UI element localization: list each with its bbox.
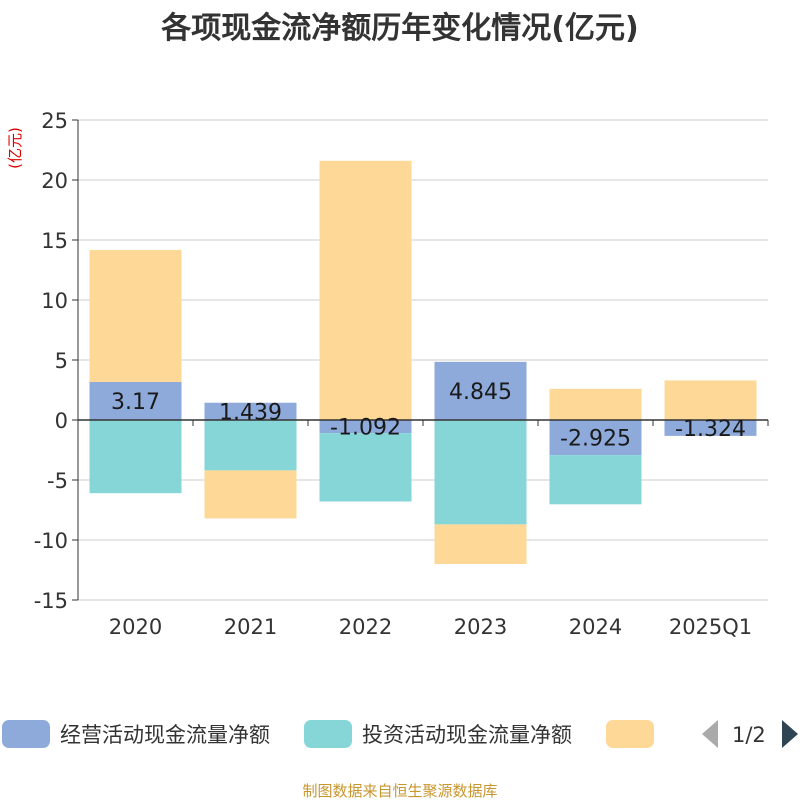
x-tick-label-2024: 2024 [569, 615, 622, 639]
chart-title: 各项现金流净额历年变化情况(亿元) [160, 11, 638, 46]
y-tick-label: 15 [41, 229, 68, 253]
y-tick-label: -15 [34, 589, 68, 613]
y-tick-label: 20 [41, 169, 68, 193]
y-tick-label: 25 [41, 109, 68, 133]
source-note: 制图数据来自恒生聚源数据库 [302, 782, 497, 800]
bar-2022-series-1 [319, 433, 412, 502]
bar-2024-series-1 [549, 455, 642, 505]
bar-2020-series-0 [89, 381, 182, 420]
bar-2024-series-0 [549, 420, 642, 456]
bar-2021-series-1 [204, 420, 297, 471]
y-tick-label: 5 [55, 349, 68, 373]
x-tick-label-2021: 2021 [224, 615, 277, 639]
data-label-2022: -1.092 [330, 416, 401, 441]
bar-2020-series-2 [89, 249, 182, 382]
bar-2021-series-0 [204, 402, 297, 420]
legend-swatch-0[interactable] [2, 720, 50, 748]
legend: 经营活动现金流量净额 投资活动现金流量净额 1/2 [2, 720, 798, 748]
data-label-2021: 1.439 [219, 400, 282, 425]
x-tick-label-2022: 2022 [339, 615, 392, 639]
y-tick-label: -5 [47, 469, 68, 493]
y-axis-unit: (亿元) [6, 127, 24, 169]
data-label-2024: -2.925 [560, 427, 631, 452]
bar-2023-series-1 [434, 420, 527, 525]
triangle-left-icon[interactable] [702, 720, 718, 748]
bar-2023-series-0 [434, 361, 527, 420]
bar-2022-series-2 [319, 160, 412, 421]
bar-2022-series-0 [319, 420, 412, 434]
bar-2024-series-2 [549, 388, 642, 420]
bars [89, 160, 757, 564]
bar-2020-series-1 [89, 420, 182, 494]
y-tick-label: 10 [41, 289, 68, 313]
data-label-2023: 4.845 [449, 380, 512, 405]
x-tick-label-2023: 2023 [454, 615, 507, 639]
bar-2025Q1-series-0 [664, 420, 757, 436]
legend-label-1[interactable]: 投资活动现金流量净额 [362, 723, 572, 747]
legend-label-0[interactable]: 经营活动现金流量净额 [60, 723, 270, 747]
legend-swatch-2[interactable] [606, 720, 654, 748]
legend-swatch-1[interactable] [304, 720, 352, 748]
data-labels: 3.17 1.439 -1.092 4.845 -2.925 -1.324 [111, 380, 746, 452]
data-label-2025Q1: -1.324 [675, 417, 746, 442]
bar-2021-series-2 [204, 470, 297, 519]
x-tick-label-2025Q1: 2025Q1 [669, 615, 752, 639]
triangle-right-icon[interactable] [782, 720, 798, 748]
y-tick-label: -10 [34, 529, 68, 553]
y-tick-label: 0 [55, 409, 68, 433]
data-label-2020: 3.17 [111, 390, 160, 415]
axes: -15 -10 -5 0 5 10 15 20 25 2020 2021 2022 2023 2024 20… [34, 109, 769, 639]
bar-2023-series-2 [434, 524, 527, 564]
x-tick-label-2020: 2020 [109, 615, 162, 639]
legend-page-indicator: 1/2 [732, 723, 766, 747]
bar-2025Q1-series-2 [664, 380, 757, 420]
